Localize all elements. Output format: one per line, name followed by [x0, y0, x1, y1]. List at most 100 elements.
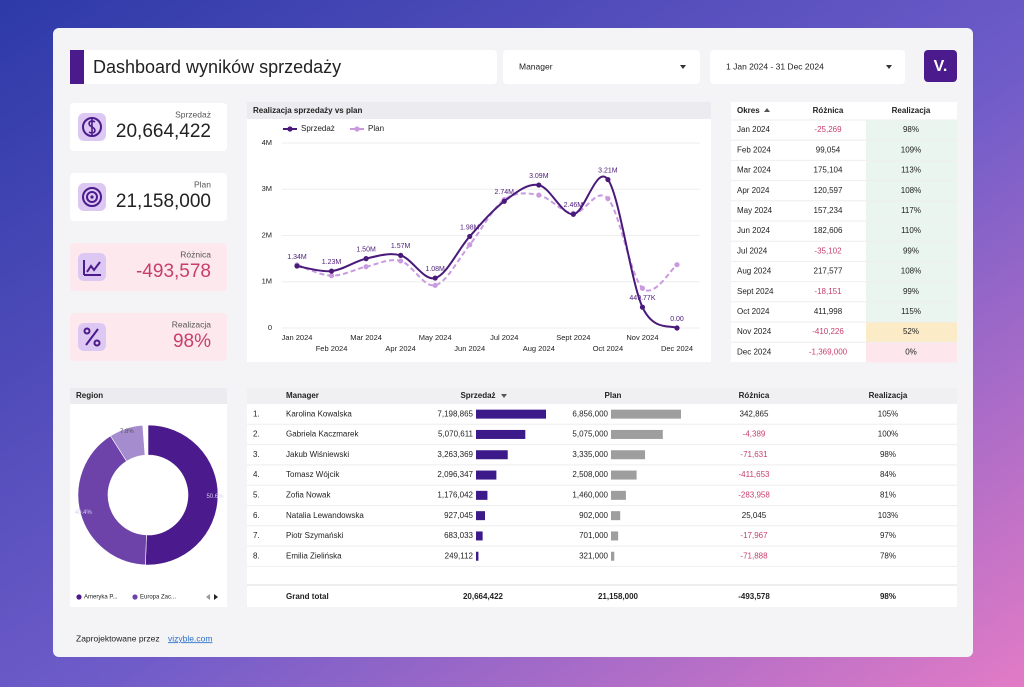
data-point — [432, 275, 438, 281]
table-cell: 52% — [903, 327, 919, 336]
data-point — [398, 252, 404, 258]
table-cell: Nov 2024 — [737, 327, 772, 336]
table-cell: -17,967 — [740, 531, 768, 540]
manager-dropdown[interactable] — [503, 50, 700, 84]
manager-dropdown-label[interactable]: Manager — [519, 61, 553, 71]
table-cell: Emilia Zielińska — [286, 551, 342, 560]
sales-bar — [476, 470, 497, 480]
legend-label: Europa Zac... — [140, 595, 176, 601]
table-cell: 701,000 — [579, 531, 608, 540]
data-label: 1.50M — [356, 246, 376, 253]
slice-label: 40.4% — [75, 510, 93, 516]
plan-bar — [611, 490, 626, 500]
realizacja-cell — [866, 160, 957, 181]
table-cell: 1. — [253, 409, 260, 418]
dropdown-arrow[interactable] — [886, 65, 892, 69]
plan-bar — [611, 450, 646, 460]
x-tick-label: Feb 2024 — [316, 344, 348, 353]
slice-label: 50.6% — [206, 494, 224, 500]
realizacja-cell — [866, 241, 957, 262]
table-cell: Jun 2024 — [737, 226, 770, 235]
table-cell: 120,597 — [814, 186, 843, 195]
kpi-value: 20,664,422 — [116, 121, 211, 142]
table-cell: 109% — [901, 145, 921, 154]
table-cell: 117% — [901, 206, 921, 215]
data-point — [570, 211, 576, 217]
kpi-value: 98% — [173, 331, 211, 352]
y-tick-label: 3M — [262, 184, 272, 193]
table-cell: 2,096,347 — [437, 470, 473, 479]
table-cell: 113% — [901, 166, 921, 175]
logo: V. — [934, 58, 948, 75]
table-cell: May 2024 — [737, 206, 773, 215]
table-cell: 8. — [253, 551, 260, 560]
kpi-card — [70, 173, 227, 221]
legend-marker — [354, 126, 360, 132]
x-tick-label: Oct 2024 — [593, 344, 623, 353]
table-cell: -411,653 — [739, 470, 771, 479]
table-cell: Oct 2024 — [737, 307, 770, 316]
slice-label: 7.8% — [120, 429, 134, 435]
x-tick-label: May 2024 — [419, 333, 452, 342]
table-cell: 99,054 — [816, 145, 841, 154]
table-cell: Gabriela Kaczmarek — [286, 430, 359, 439]
legend-marker — [76, 594, 82, 600]
realizacja-cell — [866, 281, 957, 302]
data-point — [328, 268, 335, 274]
table-cell: Feb 2024 — [737, 145, 771, 154]
table-cell: 99% — [903, 287, 919, 296]
legend-prev[interactable] — [206, 594, 210, 600]
date-dropdown[interactable] — [710, 50, 905, 84]
table-cell: 110% — [901, 226, 921, 235]
kpi-label: Sprzedaż — [175, 109, 211, 119]
x-tick-label: Mar 2024 — [350, 333, 382, 342]
table-cell: 3,335,000 — [572, 450, 608, 459]
table-cell: 6. — [253, 511, 260, 520]
x-tick-label: Sept 2024 — [556, 333, 590, 342]
table-cell: 217,577 — [814, 267, 843, 276]
data-point — [536, 192, 542, 198]
x-tick-label: Jun 2024 — [454, 344, 485, 353]
y-tick-label: 4M — [262, 138, 272, 147]
table-cell: 25,045 — [742, 511, 767, 520]
kpi-icon — [78, 113, 106, 141]
panel-header — [70, 388, 227, 404]
realizacja-cell — [866, 200, 957, 221]
table-cell: -283,958 — [738, 490, 770, 499]
dropdown-arrow[interactable] — [680, 65, 686, 69]
sales-bar — [476, 409, 546, 419]
table-cell: 115% — [901, 307, 921, 316]
table-cell: Zofia Nowak — [286, 490, 331, 499]
realizacja-cell — [866, 261, 957, 282]
plan-bar — [611, 470, 637, 480]
data-point — [536, 182, 542, 188]
table-cell: 105% — [878, 409, 898, 418]
table-cell: -71,888 — [740, 551, 768, 560]
table-cell: 342,865 — [740, 409, 769, 418]
sort-arrow[interactable] — [501, 394, 507, 398]
table-cell: Aug 2024 — [737, 267, 772, 276]
total-cell: 21,158,000 — [598, 592, 639, 601]
pie-slice — [110, 424, 146, 462]
data-point — [398, 258, 404, 264]
legend-marker — [287, 126, 293, 132]
column-header: Plan — [605, 391, 622, 400]
table-cell: 98% — [903, 125, 919, 134]
table-cell: 2,508,000 — [572, 470, 608, 479]
legend-next[interactable] — [214, 594, 218, 600]
table-cell: -25,269 — [814, 125, 842, 134]
table-cell: Mar 2024 — [737, 166, 771, 175]
table-cell: 249,112 — [445, 551, 474, 560]
realizacja-cell — [866, 140, 957, 161]
plan-bar — [611, 551, 615, 561]
table-cell: 411,998 — [814, 307, 843, 316]
table-cell: Jan 2024 — [737, 125, 770, 134]
sort-arrow[interactable] — [764, 108, 770, 112]
table-cell: 103% — [878, 511, 898, 520]
footer-link[interactable]: vizyble.com — [168, 633, 212, 643]
title-box — [70, 50, 497, 84]
kpi-label: Różnica — [180, 249, 211, 259]
date-dropdown-label[interactable]: 1 Jan 2024 - 31 Dec 2024 — [726, 61, 824, 71]
table-cell: 84% — [880, 470, 896, 479]
